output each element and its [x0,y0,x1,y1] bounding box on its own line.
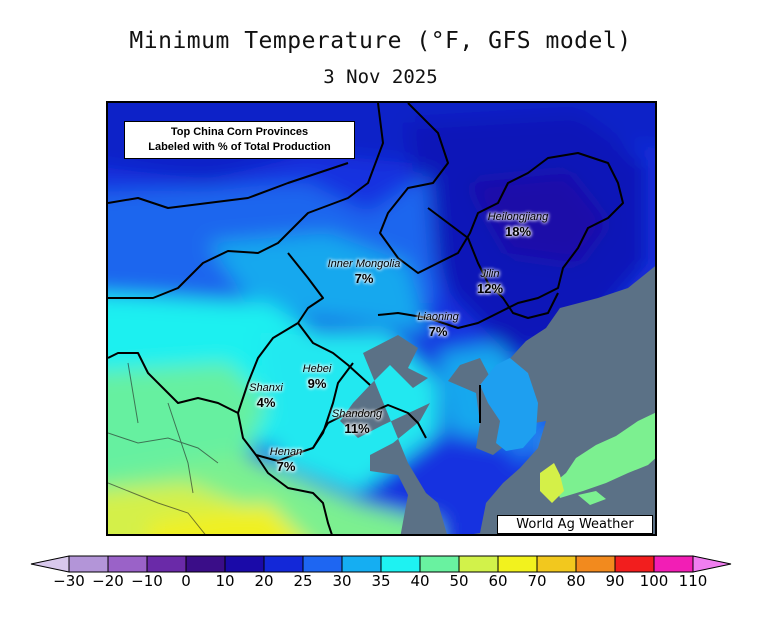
province-name: Hebei [302,363,332,375]
province-percent: 7% [428,324,448,339]
colorbar-swatch [185,555,226,573]
colorbar-tick-label: −30 [53,572,85,590]
colorbar-swatch [263,555,304,573]
legend-note-line2: Labeled with % of Total Production [148,141,331,153]
temperature-map [106,101,657,536]
province-label-henan: Henan 7% [264,446,308,474]
province-label-shandong: Shandong 11% [325,408,389,436]
colorbar-tick-label: 20 [254,572,274,590]
legend-note-line1: Top China Corn Provinces [170,126,309,138]
province-name: Liaoning [417,311,459,323]
colorbar-tick-label: 70 [527,572,547,590]
colorbar [30,555,732,573]
province-label-hebei: Hebei 9% [299,363,335,391]
province-percent: 7% [354,271,374,286]
province-percent: 18% [504,224,532,239]
colorbar-swatch [224,555,265,573]
province-percent: 7% [276,459,296,474]
province-label-liaoning: Liaoning 7% [412,311,464,339]
colorbar-tick-label: 25 [293,572,313,590]
province-percent: 4% [256,395,276,410]
province-name: Jilin [480,268,500,280]
colorbar-swatch [146,555,187,573]
province-percent: 11% [344,421,370,436]
map-date: 3 Nov 2025 [323,66,438,88]
temperature-field [108,103,655,534]
county-borders [108,362,219,534]
province-name: Henan [269,446,303,458]
province-percent: 12% [476,281,504,296]
province-label-inner-mongolia: Inner Mongolia 7% [322,258,406,286]
colorbar-tick-label: 0 [181,572,191,590]
province-name: Inner Mongolia [327,258,401,270]
colorbar-swatch [341,555,382,573]
colorbar-tick-label: 110 [678,572,708,590]
province-percent: 9% [307,376,327,391]
colorbar-swatch [107,555,148,573]
colorbar-tick-label: 30 [332,572,352,590]
province-label-heilongjiang: Heilongjiang 18% [483,211,553,239]
colorbar-swatch [497,555,538,573]
map-title: Minimum Temperature (°F, GFS model) [129,28,632,54]
colorbar-swatch [536,555,577,573]
colorbar-arrow-high [692,555,732,573]
colorbar-arrow-low [30,555,70,573]
colorbar-swatch [458,555,499,573]
province-label-jilin: Jilin 12% [470,268,510,296]
colorbar-swatch [575,555,616,573]
credit-label: World Ag Weather [497,515,653,534]
colorbar-tick-label: 40 [410,572,430,590]
map-canvas [108,103,655,534]
colorbar-swatch [68,555,109,573]
province-name: Shanxi [249,382,283,394]
colorbar-tick-label: 10 [215,572,235,590]
colorbar-tick-label: −20 [92,572,124,590]
colorbar-tick-label: 60 [488,572,508,590]
colorbar-swatch [614,555,655,573]
colorbar-tick-label: −10 [131,572,163,590]
map-legend-note: Top China Corn Provinces Labeled with % … [124,121,355,159]
province-label-shanxi: Shanxi 4% [244,382,288,410]
colorbar-swatch [302,555,343,573]
korea-land [480,358,538,451]
province-borders [108,103,624,534]
colorbar-swatch [380,555,421,573]
province-name: Heilongjiang [487,211,549,223]
colorbar-tick-label: 50 [449,572,469,590]
province-name: Shandong [331,408,383,420]
colorbar-tick-label: 80 [566,572,586,590]
colorbar-tick-label: 90 [605,572,625,590]
colorbar-swatch [419,555,460,573]
colorbar-tick-label: 100 [639,572,669,590]
colorbar-swatch [653,555,694,573]
colorbar-tick-label: 35 [371,572,391,590]
